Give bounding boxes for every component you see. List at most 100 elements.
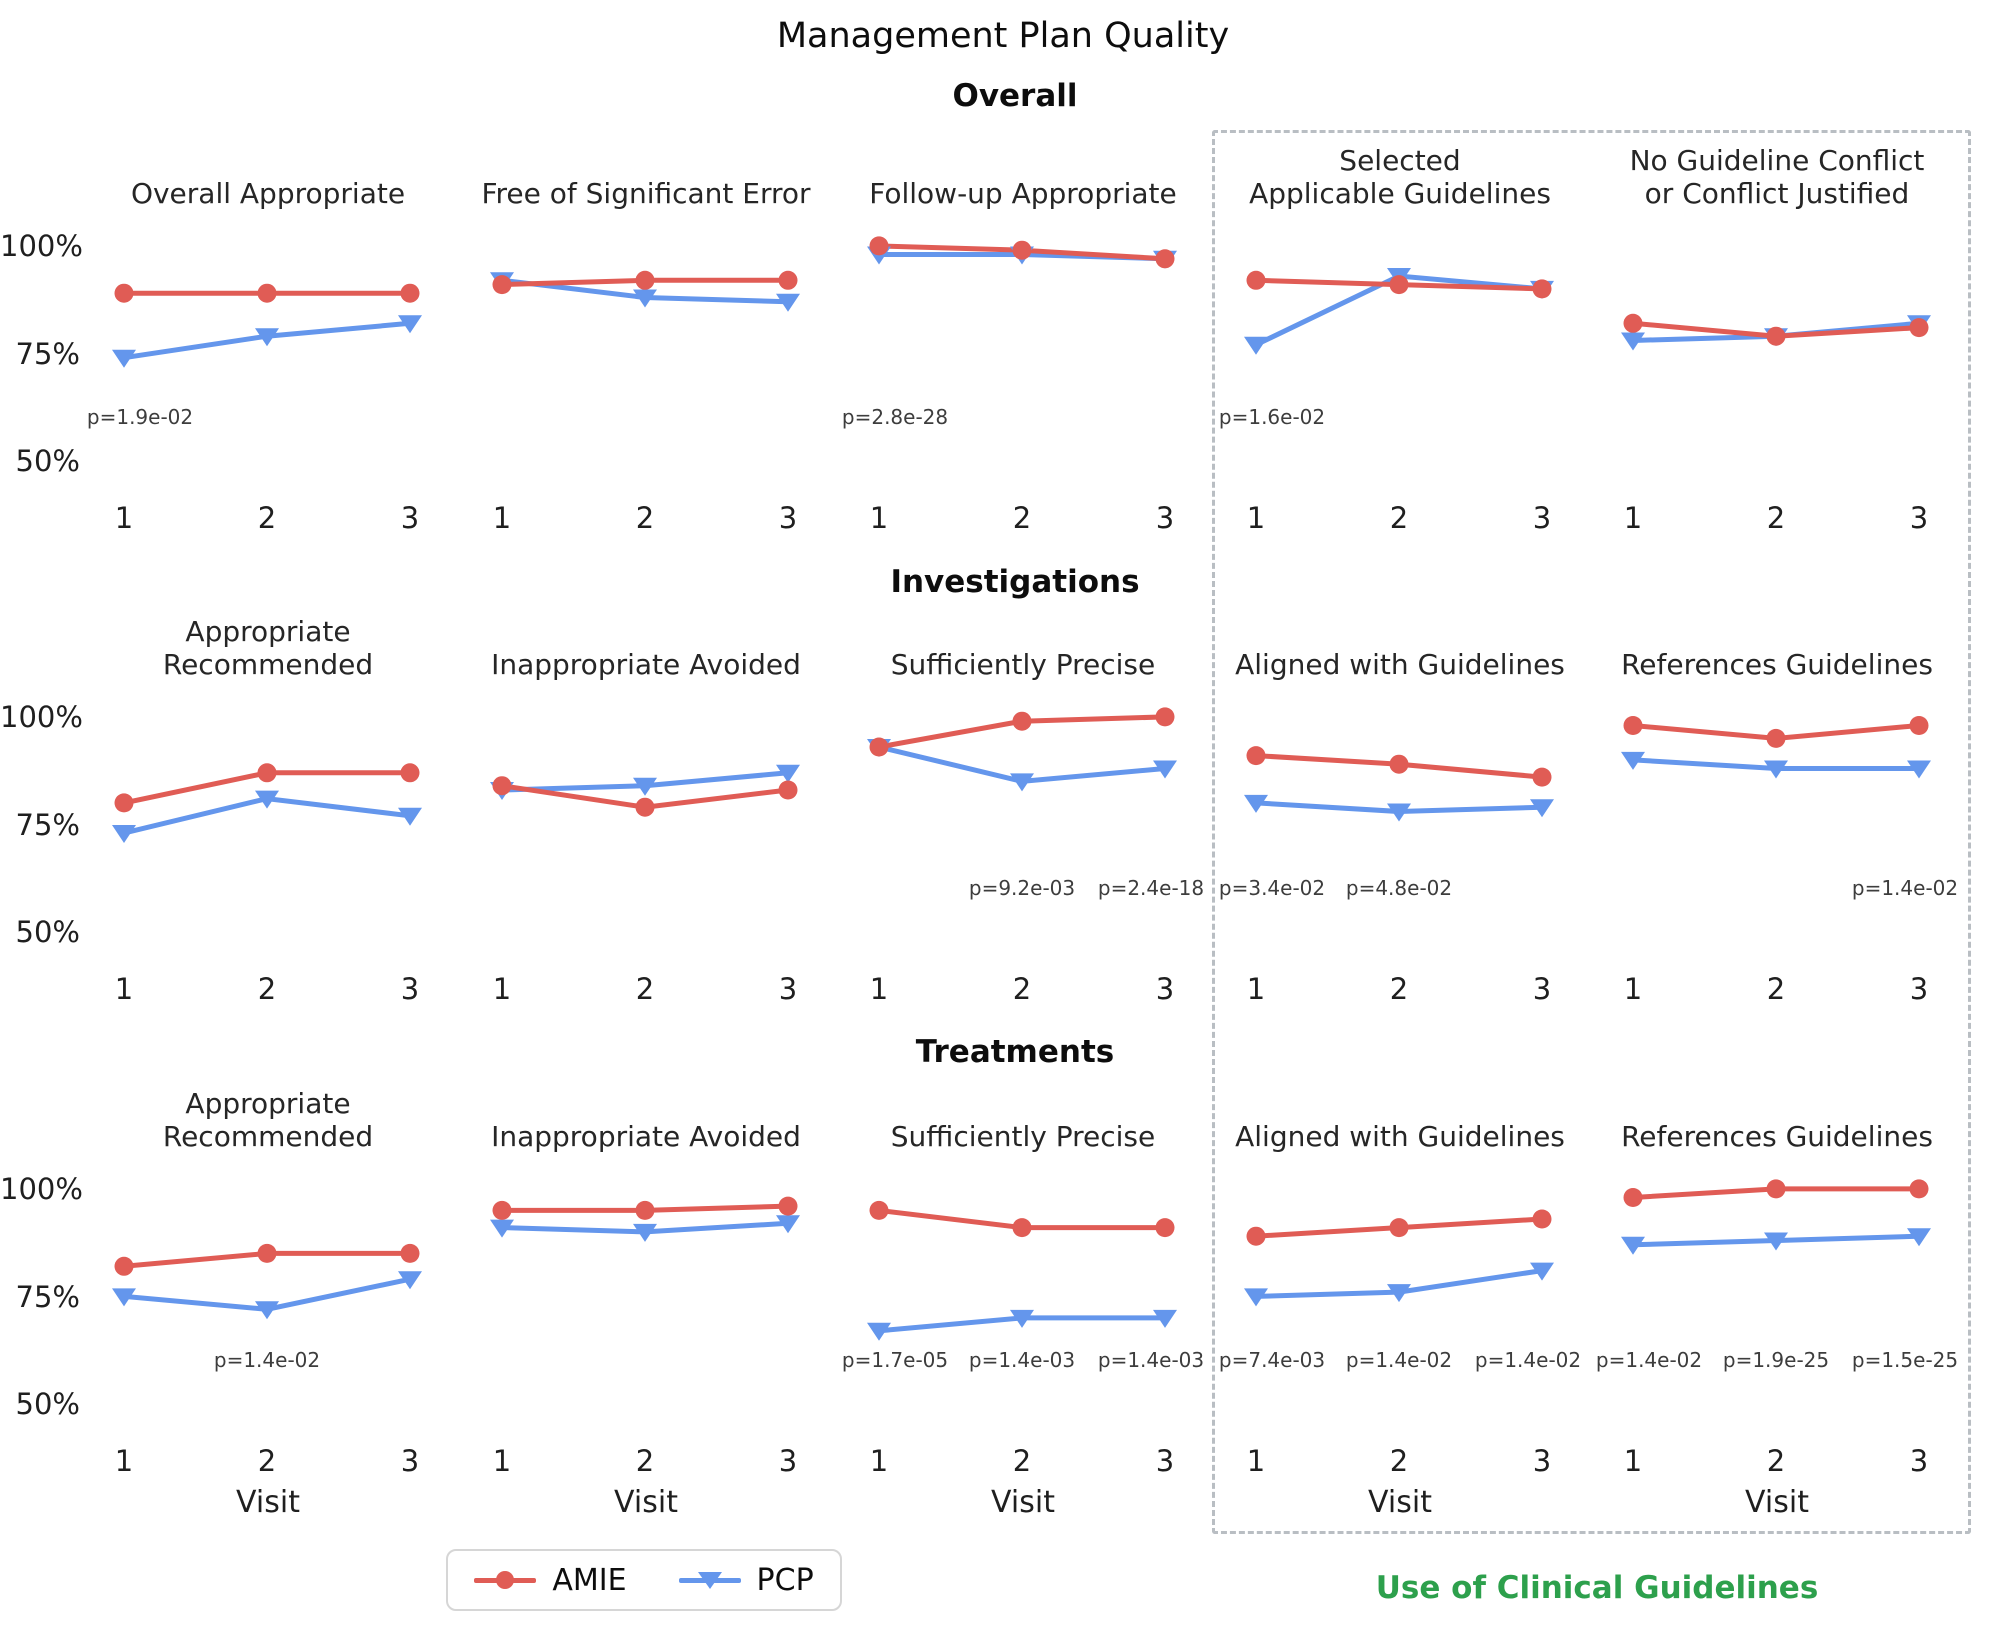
amie-marker	[1389, 754, 1409, 774]
y-tick-label: 100%	[0, 1172, 83, 1206]
pcp-marker	[112, 825, 136, 843]
x-tick: 1	[869, 501, 889, 535]
amie-marker	[1012, 1218, 1032, 1238]
x-tick-row: 1 2 3	[1230, 500, 1570, 536]
x-tick: 3	[400, 501, 420, 535]
pcp-marker	[490, 1219, 514, 1238]
x-tick: 2	[1766, 501, 1786, 535]
x-tick: 3	[1155, 1444, 1175, 1478]
x-tick-row: 1 2 3	[98, 500, 438, 536]
p-value-annotation: p=9.2e-03	[969, 876, 1075, 900]
subplot-title: Free of Significant Error	[481, 176, 811, 210]
amie-marker	[1246, 746, 1266, 766]
amie-marker	[1012, 711, 1032, 731]
subplot-title: References Guidelines	[1621, 1119, 1933, 1153]
subplot-title: Sufficiently Precise	[890, 647, 1156, 681]
amie-line-circle-swatch	[474, 1569, 537, 1591]
y-tick-label: 75%	[15, 337, 80, 371]
amie-marker	[1155, 1218, 1175, 1238]
x-tick-row: 1 2 3	[98, 1443, 438, 1479]
pcp-marker	[1387, 1284, 1411, 1303]
x-tick: 2	[635, 501, 655, 535]
x-tick: 2	[257, 972, 277, 1006]
clinical-guidelines-label: Use of Clinical Guidelines	[1375, 1570, 1819, 1606]
pcp-marker	[398, 807, 422, 826]
p-value-annotation: p=1.9e-25	[1723, 1348, 1829, 1372]
amie-marker	[778, 1196, 798, 1216]
x-tick: 3	[1532, 501, 1552, 535]
p-value-annotation: p=1.4e-02	[214, 1348, 320, 1372]
amie-marker	[869, 1200, 889, 1220]
subplot-title: Aligned with Guidelines	[1235, 647, 1565, 681]
line-chart: p=2.8e-28	[842, 236, 1177, 429]
amie-marker	[869, 236, 889, 256]
amie-marker	[1155, 249, 1175, 269]
pcp-marker	[1907, 1228, 1931, 1247]
pcp-marker	[1764, 760, 1788, 779]
amie-marker	[114, 1256, 134, 1276]
clinical-guidelines-dashed-box	[1212, 130, 1971, 1534]
line-chart	[1621, 313, 1931, 351]
amie-marker	[1623, 716, 1643, 735]
p-value-annotation: p=1.5e-25	[1852, 1348, 1958, 1372]
pcp-marker	[1387, 803, 1411, 822]
x-tick: 1	[1623, 1444, 1643, 1478]
legend-item-pcp: PCP	[678, 1563, 814, 1598]
amie-marker	[1766, 728, 1786, 748]
x-axis-label-visit: Visit	[991, 1485, 1055, 1520]
line-chart: p=1.6e-02	[1219, 268, 1554, 429]
subplot-title: Selected Applicable Guidelines	[1249, 144, 1551, 210]
line-chart: p=1.4e-02 p=1.9e-25 p=1.5e-25	[1596, 1179, 1958, 1372]
amie-marker	[114, 283, 134, 303]
pcp-marker	[398, 1271, 422, 1290]
pcp-marker	[1530, 1262, 1554, 1281]
x-tick-row: 1 2 3	[1230, 1443, 1570, 1479]
line-chart: p=1.9e-02	[87, 283, 422, 429]
p-value-annotation: p=1.4e-03	[969, 1348, 1075, 1372]
x-axis-label-visit: Visit	[236, 1485, 300, 1520]
pcp-marker	[633, 1223, 657, 1242]
line-chart	[490, 764, 800, 817]
pcp-marker	[1621, 332, 1645, 351]
amie-marker	[1246, 1226, 1266, 1246]
x-tick-row: 1 2 3	[98, 971, 438, 1007]
x-tick: 2	[1766, 1444, 1786, 1478]
amie-marker	[492, 275, 512, 295]
x-tick: 2	[1389, 1444, 1409, 1478]
x-tick-row: 1 2 3	[1607, 1443, 1947, 1479]
amie-marker	[778, 270, 798, 290]
subplot-title: Inappropriate Avoided	[491, 1119, 801, 1153]
x-tick: 3	[1532, 972, 1552, 1006]
pcp-marker	[1764, 1232, 1788, 1251]
x-tick: 1	[114, 501, 134, 535]
x-tick: 3	[778, 972, 798, 1006]
amie-marker	[1246, 270, 1266, 290]
legend-label-amie: AMIE	[552, 1562, 627, 1598]
p-value-annotation: p=1.6e-02	[1219, 405, 1325, 429]
line-chart: p=3.4e-02 p=4.8e-02	[1219, 746, 1554, 900]
pcp-marker	[633, 289, 657, 308]
amie-marker	[1012, 240, 1032, 260]
pcp-marker	[867, 1322, 891, 1341]
x-tick: 2	[1389, 972, 1409, 1006]
x-tick: 1	[492, 501, 512, 535]
x-tick-row: 1 2 3	[853, 971, 1193, 1007]
amie-marker	[869, 737, 889, 757]
amie-marker	[114, 793, 134, 813]
y-tick-label: 50%	[15, 915, 80, 949]
pcp-marker	[1244, 794, 1268, 813]
y-tick-label: 75%	[15, 808, 80, 842]
x-tick-row: 1 2 3	[1607, 971, 1947, 1007]
legend-item-amie: AMIE	[474, 1562, 627, 1598]
subplot-title: Aligned with Guidelines	[1235, 1119, 1565, 1153]
pcp-marker	[112, 1288, 136, 1307]
amie-marker	[257, 1243, 277, 1263]
subplot-title: No Guideline Conflict or Conflict Justif…	[1629, 144, 1925, 210]
pcp-marker	[776, 293, 800, 312]
p-value-annotation: p=7.4e-03	[1219, 1348, 1325, 1372]
subplot-title: References Guidelines	[1621, 647, 1933, 681]
amie-marker	[492, 1200, 512, 1220]
pcp-marker	[1010, 773, 1034, 792]
x-tick: 2	[635, 972, 655, 1006]
